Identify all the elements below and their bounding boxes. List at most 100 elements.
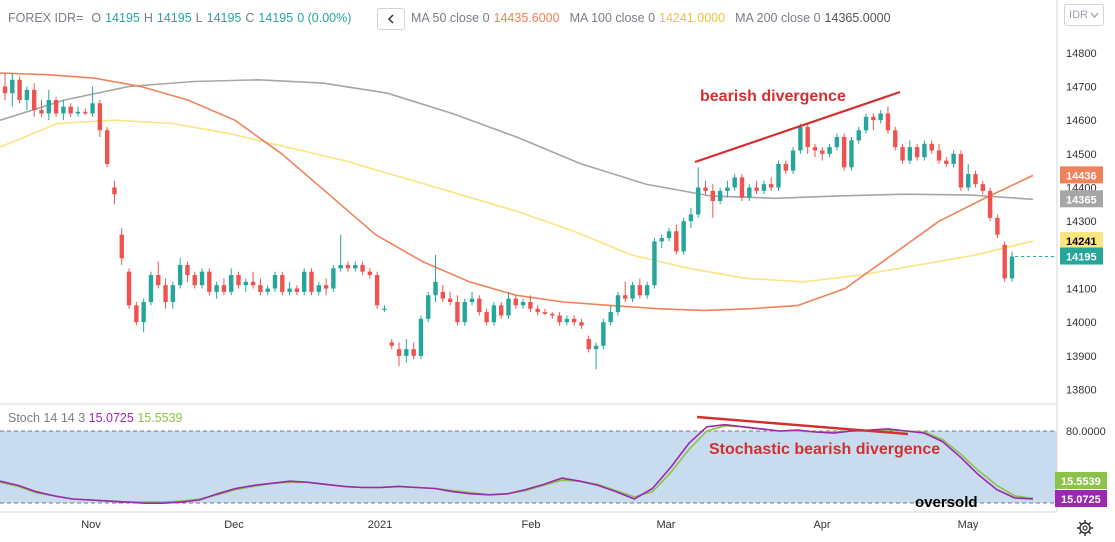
candle xyxy=(447,291,453,306)
candle xyxy=(652,238,657,289)
candle xyxy=(374,271,380,309)
candle-body xyxy=(849,140,854,168)
ma50-line xyxy=(0,72,1034,312)
candle xyxy=(10,73,15,107)
candle xyxy=(46,89,51,121)
candle-body xyxy=(637,285,643,296)
price-tag-bg xyxy=(1060,190,1103,208)
candle-body xyxy=(951,153,956,164)
candle-body xyxy=(396,349,402,356)
ma200-value: 14365.0000 xyxy=(824,11,891,25)
gear-icon xyxy=(1077,520,1093,536)
candle xyxy=(776,160,781,191)
candle xyxy=(696,167,701,218)
candle xyxy=(433,254,438,302)
candle xyxy=(17,76,22,104)
candle xyxy=(798,123,803,154)
candle xyxy=(922,140,927,161)
collapse-legend-button[interactable] xyxy=(377,8,405,30)
candle xyxy=(871,113,876,131)
candle xyxy=(229,268,234,296)
chart-settings-button[interactable] xyxy=(1076,519,1094,537)
candle-body xyxy=(871,116,876,121)
candle xyxy=(440,285,446,302)
time-tick-label: 2021 xyxy=(368,519,392,531)
candle xyxy=(2,73,8,100)
candle xyxy=(754,180,759,195)
candle xyxy=(987,187,993,222)
candle-body xyxy=(323,285,329,289)
price-tag-bg xyxy=(1060,232,1103,250)
candle xyxy=(250,271,256,289)
candle-body xyxy=(207,271,212,292)
candle-body xyxy=(272,275,278,289)
candle xyxy=(243,278,249,292)
price-tag-bg xyxy=(1060,166,1103,184)
candle xyxy=(477,295,482,316)
candle xyxy=(97,99,103,138)
candle xyxy=(411,342,416,360)
candle xyxy=(426,291,431,323)
candle xyxy=(674,224,679,255)
candle xyxy=(338,234,343,272)
candle-body xyxy=(477,298,482,313)
candle xyxy=(863,113,869,134)
time-axis: Nov Dec 2021 Feb Mar Apr May xyxy=(81,519,979,531)
ma50-label: MA 50 close 0 xyxy=(411,11,490,25)
candle xyxy=(571,315,577,326)
currency-button[interactable]: IDR xyxy=(1064,4,1104,26)
candle xyxy=(104,126,110,168)
candle-body xyxy=(418,318,424,356)
candle-body xyxy=(61,106,66,114)
candle xyxy=(980,180,986,195)
price-tick-label: 14700 xyxy=(1066,82,1097,94)
candle xyxy=(75,106,81,117)
candle-body xyxy=(338,264,343,269)
price-tick-label: 14600 xyxy=(1066,115,1097,127)
candle-body xyxy=(170,285,176,302)
candle-body xyxy=(280,275,285,292)
candle-body xyxy=(469,298,475,302)
candle xyxy=(61,99,66,121)
candle-body xyxy=(265,288,270,292)
candle xyxy=(382,305,387,313)
oversold-label: oversold xyxy=(915,494,978,511)
low-value: 14195 xyxy=(206,11,242,25)
candle-body xyxy=(798,126,803,151)
candle-body xyxy=(922,143,927,158)
stoch-tag: 15.5539 xyxy=(1055,472,1107,489)
candle xyxy=(367,268,373,279)
price-tag-text: 14365 xyxy=(1066,194,1097,206)
candle xyxy=(900,143,905,164)
stoch-tag-text: 15.0725 xyxy=(1061,494,1101,506)
candle-body xyxy=(287,288,292,292)
candle xyxy=(579,318,584,329)
annotation-lines xyxy=(694,90,1057,436)
high-value: 14195 xyxy=(156,11,192,25)
candle-body xyxy=(754,187,759,191)
candle-body xyxy=(506,298,511,316)
candle xyxy=(812,143,818,158)
candle-body xyxy=(688,214,694,222)
candle-body xyxy=(258,285,263,292)
candle-body xyxy=(703,187,708,191)
candle xyxy=(491,301,497,326)
candle-body xyxy=(644,285,650,296)
price-tick-label: 13800 xyxy=(1066,385,1097,397)
ma100-line xyxy=(0,119,1034,283)
change-value: 0 (0.00%) xyxy=(297,11,352,25)
candle xyxy=(404,339,409,363)
price-divergence-line xyxy=(694,90,901,164)
candle-body xyxy=(39,110,44,114)
currency-label: IDR xyxy=(1069,9,1088,21)
candle xyxy=(360,261,365,276)
time-tick-label: Mar xyxy=(657,519,676,531)
stoch-tag: 15.0725 xyxy=(1055,490,1107,507)
low-label: L xyxy=(195,11,203,25)
candle-body xyxy=(433,281,438,296)
candle xyxy=(389,339,394,350)
candle-body xyxy=(790,150,796,171)
candle xyxy=(294,285,300,296)
candle xyxy=(681,217,686,255)
